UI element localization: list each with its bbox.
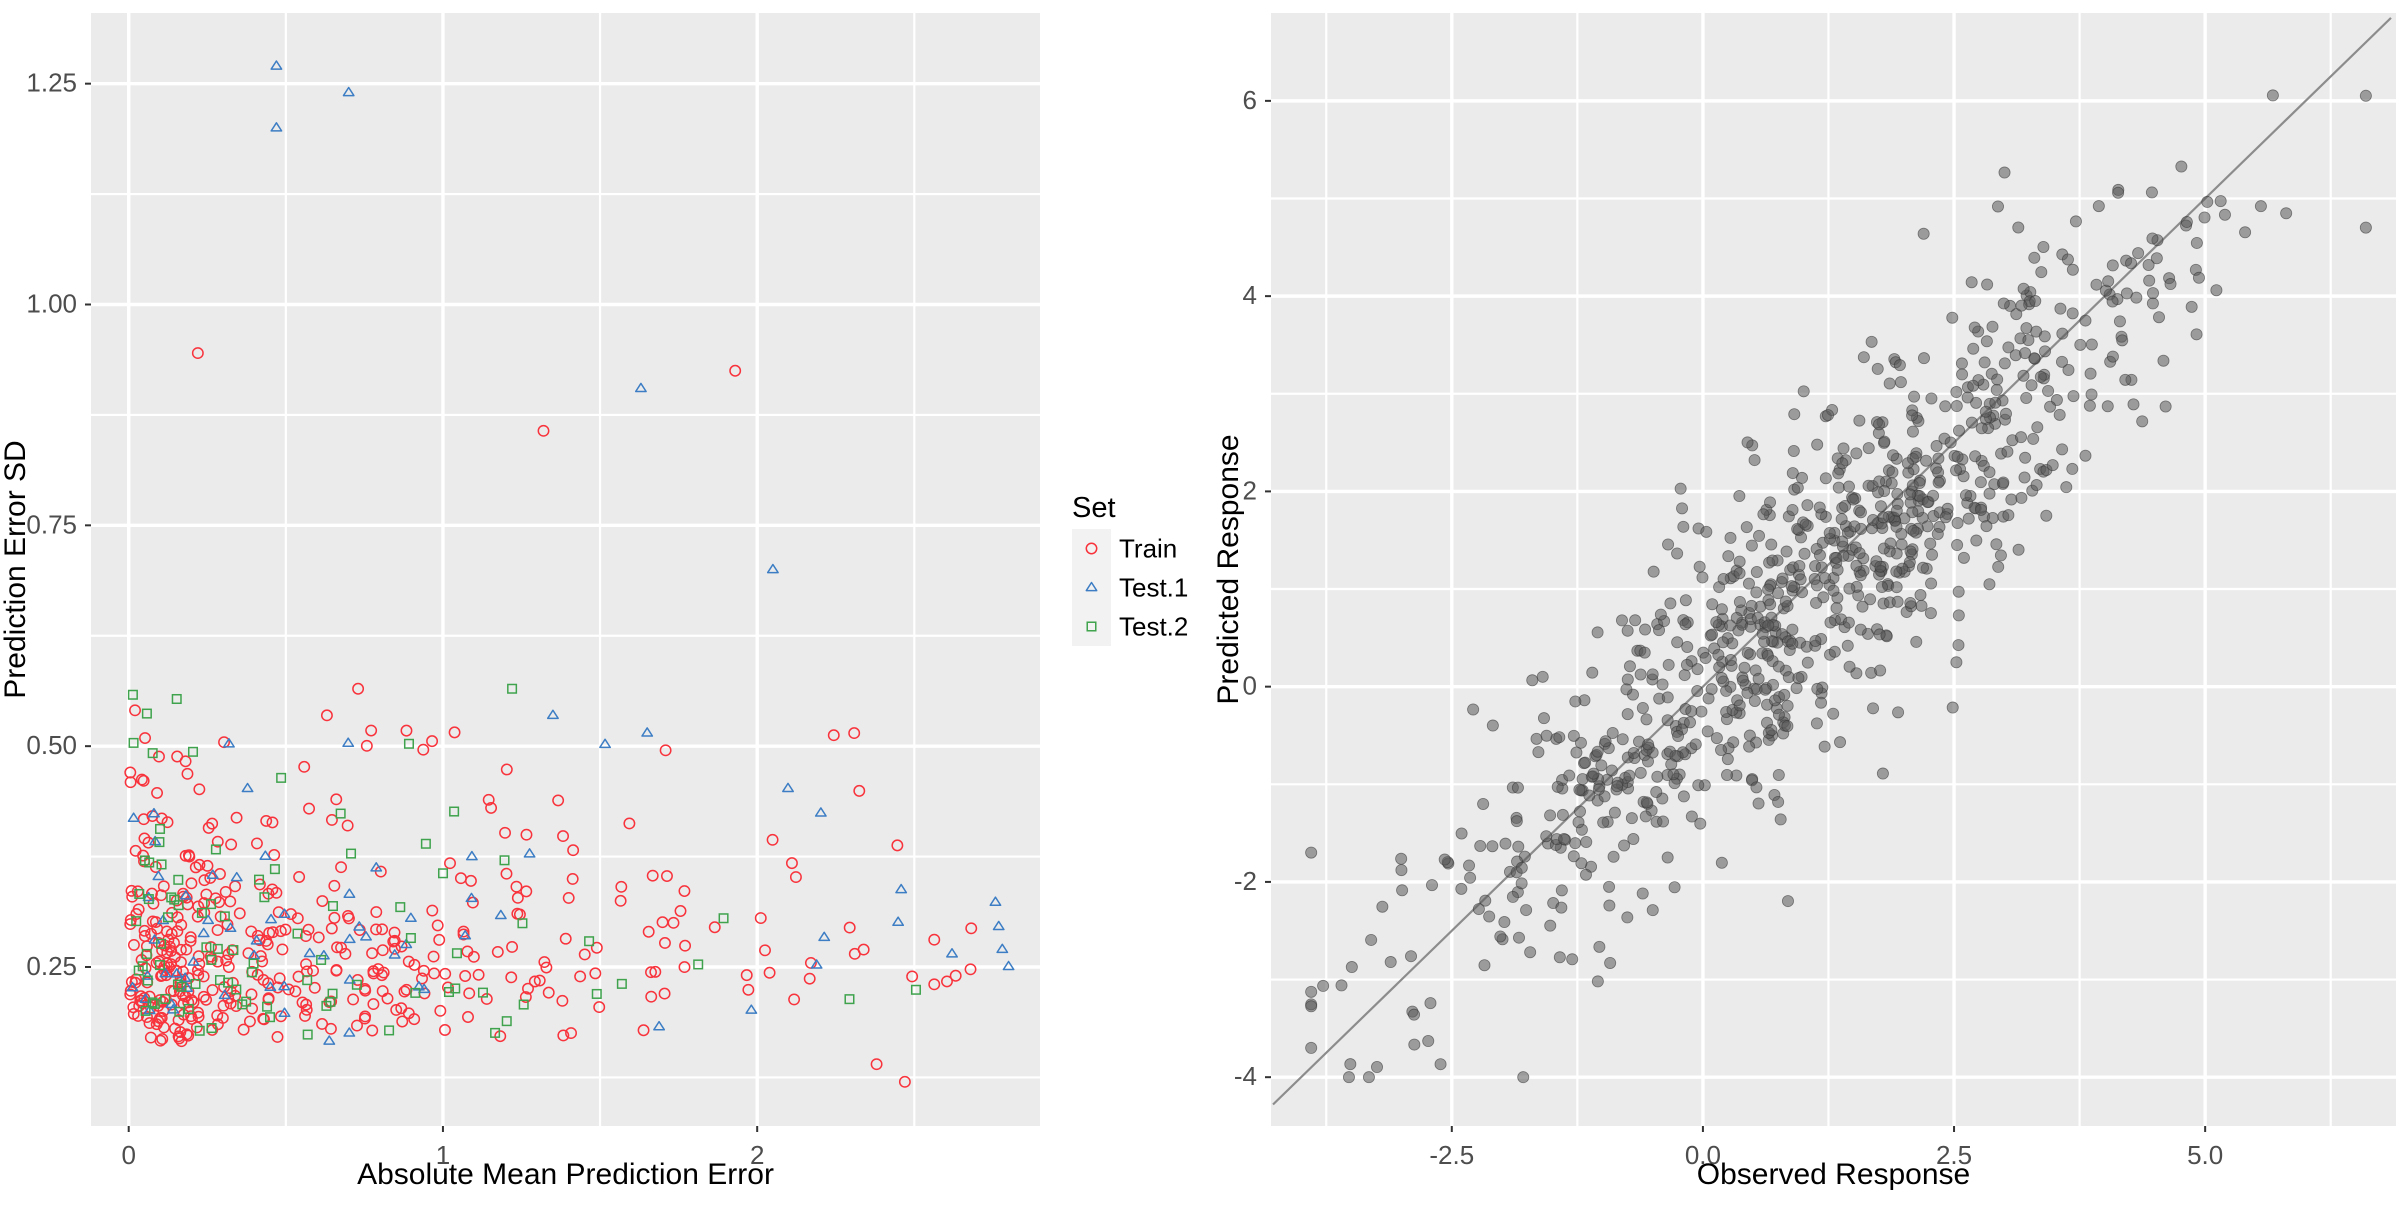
svg-text:0.75: 0.75 xyxy=(26,509,77,539)
svg-text:Train: Train xyxy=(1119,534,1177,564)
svg-text:Predicted Response: Predicted Response xyxy=(1212,434,1245,704)
svg-text:-4: -4 xyxy=(1234,1061,1257,1091)
svg-text:1.00: 1.00 xyxy=(26,289,77,319)
svg-text:0: 0 xyxy=(121,1140,135,1170)
svg-text:0.50: 0.50 xyxy=(26,730,77,760)
svg-text:-2.5: -2.5 xyxy=(1429,1140,1474,1170)
svg-text:5.0: 5.0 xyxy=(2187,1140,2223,1170)
svg-text:Observed Response: Observed Response xyxy=(1697,1158,1971,1191)
svg-text:Absolute Mean Prediction Error: Absolute Mean Prediction Error xyxy=(357,1158,774,1191)
svg-text:0.25: 0.25 xyxy=(26,951,77,981)
svg-text:1.25: 1.25 xyxy=(26,68,77,98)
svg-text:Test.1: Test.1 xyxy=(1119,573,1188,603)
svg-text:Set: Set xyxy=(1072,492,1116,524)
svg-text:6: 6 xyxy=(1243,85,1257,115)
svg-text:Test.2: Test.2 xyxy=(1119,612,1188,642)
svg-text:4: 4 xyxy=(1243,280,1257,310)
svg-text:-2: -2 xyxy=(1234,866,1257,896)
svg-text:Prediction Error SD: Prediction Error SD xyxy=(0,440,32,698)
